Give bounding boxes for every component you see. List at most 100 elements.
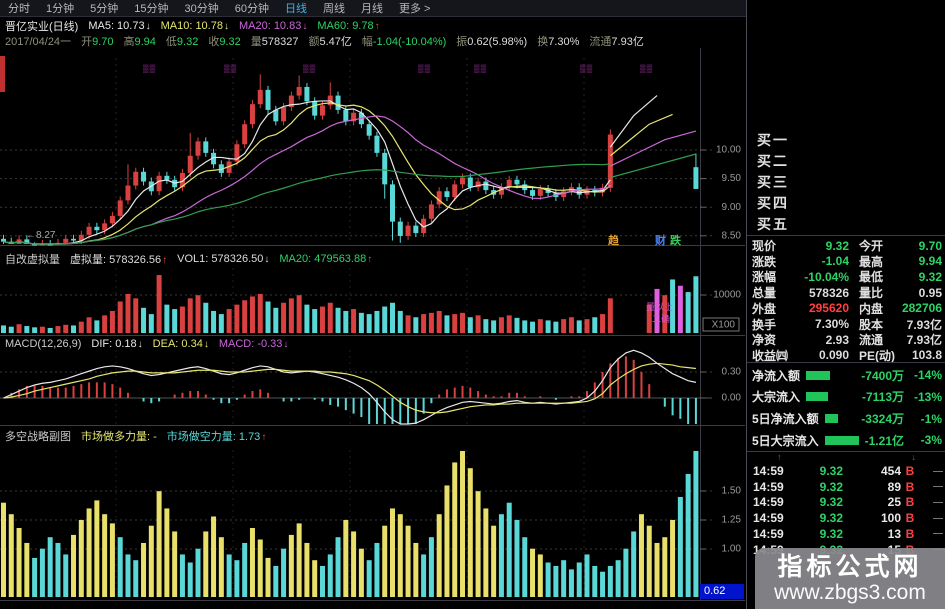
flow-bar-chip [824, 414, 838, 424]
svg-text:1.00: 1.00 [722, 544, 742, 555]
ma-title-line: 晋亿实业(日线) MA5: 10.73↓ MA10: 10.78↓ MA20: 10.… [5, 18, 390, 33]
segment-3: MA20: 479563.88↑ [279, 252, 373, 265]
ma5-line [3, 100, 611, 245]
masked-mark: ▒▒ [303, 64, 317, 73]
up-arrow-icon: ↑ [777, 452, 782, 462]
tick-row-3: 14:59 9.32 100 B — [753, 511, 943, 526]
volume-bars [1, 275, 699, 333]
fund-flow-row-3: 5日大宗流入 -1.21亿 -3% [752, 433, 942, 448]
ma10-line [3, 102, 611, 245]
segment-2: VOL1: 578326.50↓ [177, 252, 270, 265]
svg-text:8.50: 8.50 [722, 230, 742, 241]
segment-10: 流通7.93亿 [589, 35, 644, 48]
flow-bar-chip [806, 392, 829, 402]
quote-side-panel: 买一 买二 买三 买四 买五 现价 9.32 今开 9.70 涨跌 -1.04 最高 9.94 涨幅 -1… [746, 0, 945, 609]
grid-layer [0, 58, 712, 597]
segment-7: 幅-1.04(-10.04%) [361, 35, 447, 48]
masked-mark: ▒▒ [580, 64, 594, 73]
flow-bar-chip [824, 435, 859, 445]
toolbar-item-6[interactable]: 日线 [285, 3, 307, 15]
segment-1: MA5: 10.73↓ [88, 19, 151, 32]
segment-1: 虚拟量: 578326.56↑ [70, 253, 168, 266]
toolbar-item-3[interactable]: 15分钟 [134, 3, 169, 15]
quote-row-4: 外盘 295620 内盘 282706 [752, 301, 942, 316]
quote-row-7: 收益㈣ 0.090 PE(动) 103.8 [752, 348, 942, 363]
fund-flow-row-2: 5日净流入额 -3324万 -1% [752, 411, 942, 427]
ma10-extension [609, 113, 673, 157]
quote-row-1: 涨跌 -1.04 最高 9.94 [752, 254, 942, 269]
left-edge-candle-fragment [0, 56, 5, 92]
order-book-row-2[interactable]: 买三 [757, 173, 789, 190]
svg-text:0.00: 0.00 [722, 393, 742, 404]
badge-0: 趋 [608, 235, 619, 247]
quote-row-6: 净资 2.93 流通 7.93亿 [752, 332, 942, 348]
watermark-title: 指标公式网 [777, 552, 923, 581]
volume-annotation: 二确 [652, 314, 671, 324]
toolbar-item-1[interactable]: 1分钟 [46, 3, 75, 15]
indicator-pane-header: 多空战略副图 市场做多力量: - 市场做空力量: 1.73↑ [5, 428, 276, 443]
segment-0: MACD(12,26,9) [5, 337, 82, 350]
svg-text:10.00: 10.00 [716, 145, 741, 156]
quote-row-2: 涨幅 -10.04% 最低 9.32 [752, 269, 942, 285]
watermark-url: www.zbgs3.com [774, 580, 926, 604]
segment-6: 额5.47亿 [308, 35, 352, 48]
daily-info-line: 2017/04/24一 开9.70 高9.94 低9.32 收9.32 量578327 额5… [5, 33, 654, 48]
toolbar-item-4[interactable]: 30分钟 [184, 3, 219, 15]
toolbar-item-9[interactable]: 更多 > [399, 3, 431, 15]
order-book-row-4[interactable]: 买五 [757, 215, 789, 232]
segment-2: 高9.94 [123, 35, 156, 48]
panel-divider [747, 362, 945, 363]
panel-divider [747, 451, 945, 452]
segment-0: 2017/04/24一 [5, 35, 72, 48]
quote-row-5: 换手 7.30% 股本 7.93亿 [752, 317, 942, 332]
masked-mark: ▒▒ [474, 64, 488, 73]
masked-mark: ▒▒ [640, 64, 654, 73]
segment-9: 换7.30% [537, 35, 580, 48]
badge-1: 财 [655, 235, 666, 247]
indicator-bars [1, 450, 699, 597]
axis-labels: 10.00 9.50 9.00 8.50 10000 X100 0.30 0.00 1.50 1.… [700, 145, 741, 555]
indicator-value-badge: 0.62 [700, 584, 744, 599]
segment-1: 开9.70 [81, 35, 114, 48]
segment-4: 收9.32 [208, 35, 241, 48]
segment-3: 低9.32 [165, 35, 199, 48]
svg-text:X100: X100 [712, 320, 736, 331]
segment-2: MA10: 10.78↓ [160, 19, 229, 32]
toolbar-item-5[interactable]: 60分钟 [234, 3, 269, 15]
volume-annotation: 量以上 [646, 302, 674, 312]
low-price-marker: ←8.27 [26, 230, 56, 241]
tick-row-0: 14:59 9.32 454 B — [753, 464, 943, 478]
tick-tab-row-clipped[interactable]: ↑ ↓ [747, 452, 945, 462]
panel-divider [747, 235, 945, 236]
segment-8: 振0.62(5.98%) [456, 35, 528, 48]
segment-0: 晋亿实业(日线) [5, 20, 79, 33]
svg-text:1.25: 1.25 [722, 515, 742, 526]
segment-2: DEA: 0.34↓ [152, 337, 209, 350]
svg-text:0.30: 0.30 [722, 367, 742, 378]
badge-2: 跌 [670, 235, 681, 247]
toolbar-item-8[interactable]: 月线 [361, 3, 383, 15]
masked-mark: ▒▒ [224, 64, 238, 73]
toolbar-item-2[interactable]: 5分钟 [90, 3, 119, 15]
svg-text:10000: 10000 [713, 290, 741, 301]
pane-dividers [0, 48, 745, 601]
macd-pane-header: MACD(12,26,9) DIF: 0.18↓ DEA: 0.34↓ MACD: -… [5, 336, 298, 351]
period-toolbar: 分时 1分钟 5分钟 15分钟 30分钟 60分钟 日线 周线 月线 更多 > [0, 0, 945, 17]
tick-row-4: 14:59 9.32 13 B — [753, 526, 943, 541]
toolbar-item-7[interactable]: 周线 [323, 3, 345, 15]
segment-0: 自改虚拟量 [5, 253, 60, 266]
masked-mark: ▒▒ [418, 64, 432, 73]
segment-3: MA20: 10.83↓ [238, 19, 308, 32]
order-book-row-1[interactable]: 买二 [757, 152, 789, 169]
quote-row-3: 总量 578326 量比 0.95 [752, 285, 942, 301]
segment-5: 量578327 [250, 35, 299, 48]
masked-mark: ▒▒ [143, 64, 157, 73]
order-book-row-3[interactable]: 买四 [757, 194, 789, 211]
svg-text:1.50: 1.50 [722, 486, 742, 497]
toolbar-item-0[interactable]: 分时 [8, 3, 30, 15]
segment-1: 市场做多力量: - [81, 430, 157, 443]
order-book-row-0[interactable]: 买一 [757, 131, 789, 148]
flow-bar-chip [806, 370, 831, 380]
